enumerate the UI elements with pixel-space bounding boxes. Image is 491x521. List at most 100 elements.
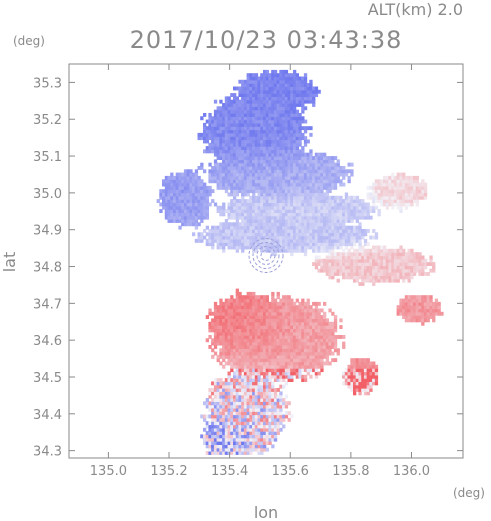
velocity-cell [219, 328, 223, 333]
altitude-label: ALT(km) 2.0 [368, 0, 463, 19]
velocity-cell [211, 444, 215, 449]
velocity-cell [246, 384, 250, 389]
velocity-cell [317, 371, 321, 376]
velocity-cell [246, 162, 250, 167]
velocity-cell [257, 99, 261, 104]
velocity-cell [279, 248, 283, 253]
velocity-cell [203, 182, 207, 187]
velocity-cell [238, 238, 242, 243]
velocity-cell [249, 431, 253, 435]
velocity-cell [233, 417, 237, 422]
velocity-cell [353, 371, 357, 376]
velocity-cell [246, 199, 250, 203]
velocity-cell [243, 371, 248, 376]
velocity-cell [284, 229, 289, 233]
velocity-cell [233, 146, 237, 150]
velocity-cell [265, 222, 269, 227]
velocity-cell [241, 391, 245, 396]
velocity-cell [418, 189, 422, 194]
velocity-cell [295, 242, 299, 247]
velocity-cell [273, 202, 278, 207]
velocity-cell [241, 96, 245, 101]
velocity-cell [323, 219, 327, 223]
velocity-cell [222, 394, 226, 399]
velocity-cell [260, 331, 264, 336]
velocity-cell [290, 215, 294, 220]
velocity-cell [306, 126, 310, 131]
velocity-cell [219, 361, 223, 366]
velocity-cell [257, 351, 261, 356]
velocity-cell [249, 308, 253, 313]
velocity-cell [415, 179, 419, 184]
velocity-cell [306, 195, 310, 200]
velocity-cell [290, 113, 294, 117]
velocity-cell [298, 199, 302, 203]
velocity-cell [263, 238, 267, 243]
velocity-cell [246, 348, 250, 353]
velocity-cell [227, 404, 231, 409]
velocity-cell [312, 195, 316, 200]
velocity-cell [293, 345, 297, 349]
velocity-cell [309, 361, 313, 366]
velocity-cell [388, 272, 392, 276]
velocity-cell [162, 189, 166, 194]
velocity-cell [238, 179, 242, 184]
velocity-cell [249, 152, 253, 157]
velocity-cell [249, 394, 253, 399]
velocity-cell [219, 172, 223, 177]
velocity-cell [271, 122, 275, 127]
velocity-cell [293, 371, 297, 376]
velocity-cell [216, 308, 220, 313]
velocity-cell [243, 166, 248, 170]
velocity-cell [295, 345, 299, 349]
velocity-cell [276, 179, 280, 184]
velocity-cell [407, 308, 411, 313]
velocity-cell [273, 209, 278, 213]
velocity-cell [211, 132, 215, 137]
velocity-cell [284, 126, 289, 131]
velocity-cell [173, 192, 177, 197]
velocity-cell [325, 335, 329, 339]
velocity-cell [344, 368, 349, 373]
velocity-cell [241, 152, 245, 157]
velocity-cell [246, 136, 250, 141]
velocity-cell [369, 384, 373, 389]
velocity-cell [254, 328, 259, 333]
velocity-cell [219, 407, 223, 412]
velocity-cell [208, 431, 212, 435]
velocity-cell [246, 73, 250, 78]
velocity-cell [355, 219, 359, 223]
velocity-cell [213, 315, 218, 319]
velocity-cell [170, 212, 174, 217]
velocity-cell [369, 255, 373, 260]
velocity-cell [227, 159, 231, 164]
velocity-cell [233, 404, 237, 409]
velocity-cell [303, 248, 308, 253]
velocity-cell [200, 235, 204, 240]
velocity-cell [361, 258, 365, 263]
velocity-cell [293, 242, 297, 247]
velocity-cell [235, 179, 239, 184]
velocity-cell [276, 185, 280, 190]
velocity-cell [325, 156, 329, 160]
velocity-cell [312, 202, 316, 207]
velocity-cell [213, 451, 218, 455]
velocity-cell [369, 195, 373, 200]
velocity-cell [241, 374, 245, 379]
velocity-cell [246, 83, 250, 87]
velocity-cell [374, 268, 379, 273]
velocity-cell [224, 238, 229, 243]
velocity-cell [249, 345, 253, 349]
velocity-cell [203, 149, 207, 154]
velocity-cell [233, 192, 237, 197]
velocity-cell [254, 331, 259, 336]
velocity-cell [361, 272, 365, 276]
velocity-cell [230, 93, 234, 97]
velocity-cell [301, 298, 305, 303]
velocity-cell [295, 152, 299, 157]
velocity-cell [290, 99, 294, 104]
velocity-cell [268, 179, 272, 184]
velocity-cell [363, 361, 368, 366]
velocity-cell [328, 185, 332, 190]
velocity-cell [303, 301, 308, 306]
